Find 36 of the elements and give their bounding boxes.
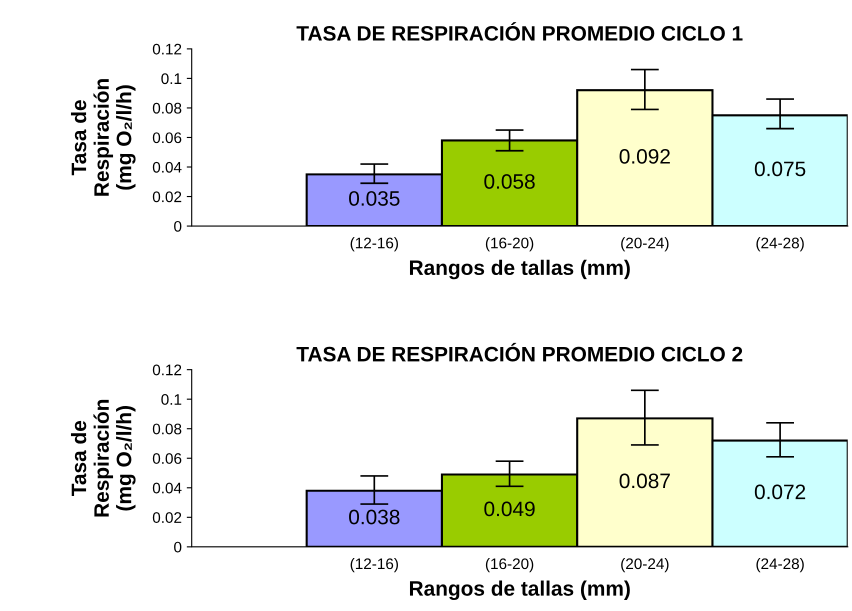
- x-axis-title: Rangos de tallas (mm): [410, 580, 630, 600]
- y-tick-label: 0.12: [152, 44, 182, 55]
- data-label: 0.035: [349, 191, 400, 206]
- x-tick-label: (16-20): [486, 558, 534, 572]
- y-tick-label: 0.08: [152, 102, 182, 114]
- y-tick-label: 0.1: [161, 394, 182, 405]
- y-tick-label: 0.06: [152, 453, 182, 464]
- data-label: 0.049: [484, 502, 535, 516]
- y-axis-title: Tasa de Respiración (mg O₂/l/h): [70, 400, 136, 516]
- y-tick-label: 0.06: [152, 132, 182, 144]
- y-tick-label: 0.12: [152, 364, 182, 376]
- y-tick-label: 0.08: [152, 424, 182, 434]
- y-tick-label: 0.02: [152, 512, 182, 523]
- y-tick-label: 0: [174, 220, 182, 232]
- y-tick-label: 0: [174, 542, 182, 553]
- data-label: 0.075: [754, 162, 806, 176]
- y-tick-label: 0.04: [152, 162, 182, 173]
- data-label: 0.092: [620, 148, 670, 164]
- y-tick-label: 0.1: [161, 73, 182, 84]
- data-label: 0.087: [620, 473, 670, 488]
- data-label: 0.058: [484, 174, 535, 189]
- x-tick-label: (20-24): [621, 558, 669, 572]
- data-label: 0.072: [754, 484, 806, 500]
- y-axis-title: Tasa de Respiración (mg O₂/l/h): [70, 79, 136, 196]
- x-tick-label: (24-28): [756, 237, 804, 252]
- x-tick-label: (12-16): [350, 237, 398, 252]
- x-tick-label: (12-16): [350, 558, 398, 572]
- y-tick-label: 0.04: [152, 482, 182, 494]
- data-label: 0.038: [349, 510, 400, 524]
- chart-title: TASA DE RESPIRACIÓN PROMEDIO CICLO 1: [296, 22, 743, 41]
- y-tick-label: 0.02: [152, 191, 182, 202]
- x-tick-label: (24-28): [756, 558, 804, 572]
- chart-title: TASA DE RESPIRACIÓN PROMEDIO CICLO 2: [296, 342, 742, 362]
- x-tick-label: (20-24): [621, 237, 669, 252]
- x-tick-label: (16-20): [486, 237, 534, 252]
- x-axis-title: Rangos de tallas (mm): [410, 260, 630, 280]
